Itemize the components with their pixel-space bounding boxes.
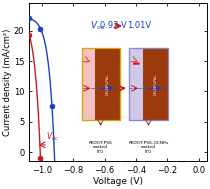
Text: $V_{oc}$: $V_{oc}$ <box>46 131 60 143</box>
Bar <box>81 48 120 120</box>
Text: $V_{oc}$: $V_{oc}$ <box>90 20 105 32</box>
Text: PEDOT:PSS-OCNRs
coated
ITO: PEDOT:PSS-OCNRs coated ITO <box>128 141 169 154</box>
Text: 1.01V: 1.01V <box>127 21 151 30</box>
Bar <box>143 48 168 120</box>
Bar <box>81 48 95 120</box>
X-axis label: Voltage (V): Voltage (V) <box>93 177 143 186</box>
Bar <box>95 48 120 120</box>
Bar <box>81 48 120 120</box>
Text: PEDOT:PSS
coated
ITO: PEDOT:PSS coated ITO <box>89 141 113 154</box>
Text: CH₃NH₃PbI₃: CH₃NH₃PbI₃ <box>153 73 157 95</box>
Bar <box>129 48 168 120</box>
Text: CH₃NH₃PbI₃: CH₃NH₃PbI₃ <box>105 73 109 95</box>
Bar <box>129 48 168 120</box>
Y-axis label: Current density (mA/cm²): Current density (mA/cm²) <box>4 29 12 136</box>
Text: 0.92 V: 0.92 V <box>100 21 127 30</box>
Bar <box>129 48 143 120</box>
